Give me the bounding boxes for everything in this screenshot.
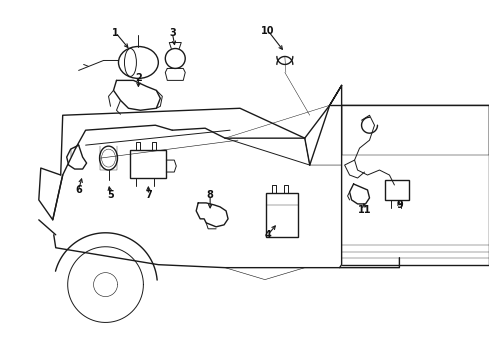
Text: 7: 7 [145,190,152,200]
Text: 8: 8 [207,190,214,200]
Text: 2: 2 [135,73,142,84]
Text: 6: 6 [75,185,82,195]
Text: 5: 5 [107,190,114,200]
Text: 1: 1 [112,28,119,37]
Text: 11: 11 [358,205,371,215]
Text: 10: 10 [261,26,275,36]
Text: 3: 3 [169,28,175,37]
Text: 4: 4 [265,230,271,240]
Text: 9: 9 [396,200,403,210]
